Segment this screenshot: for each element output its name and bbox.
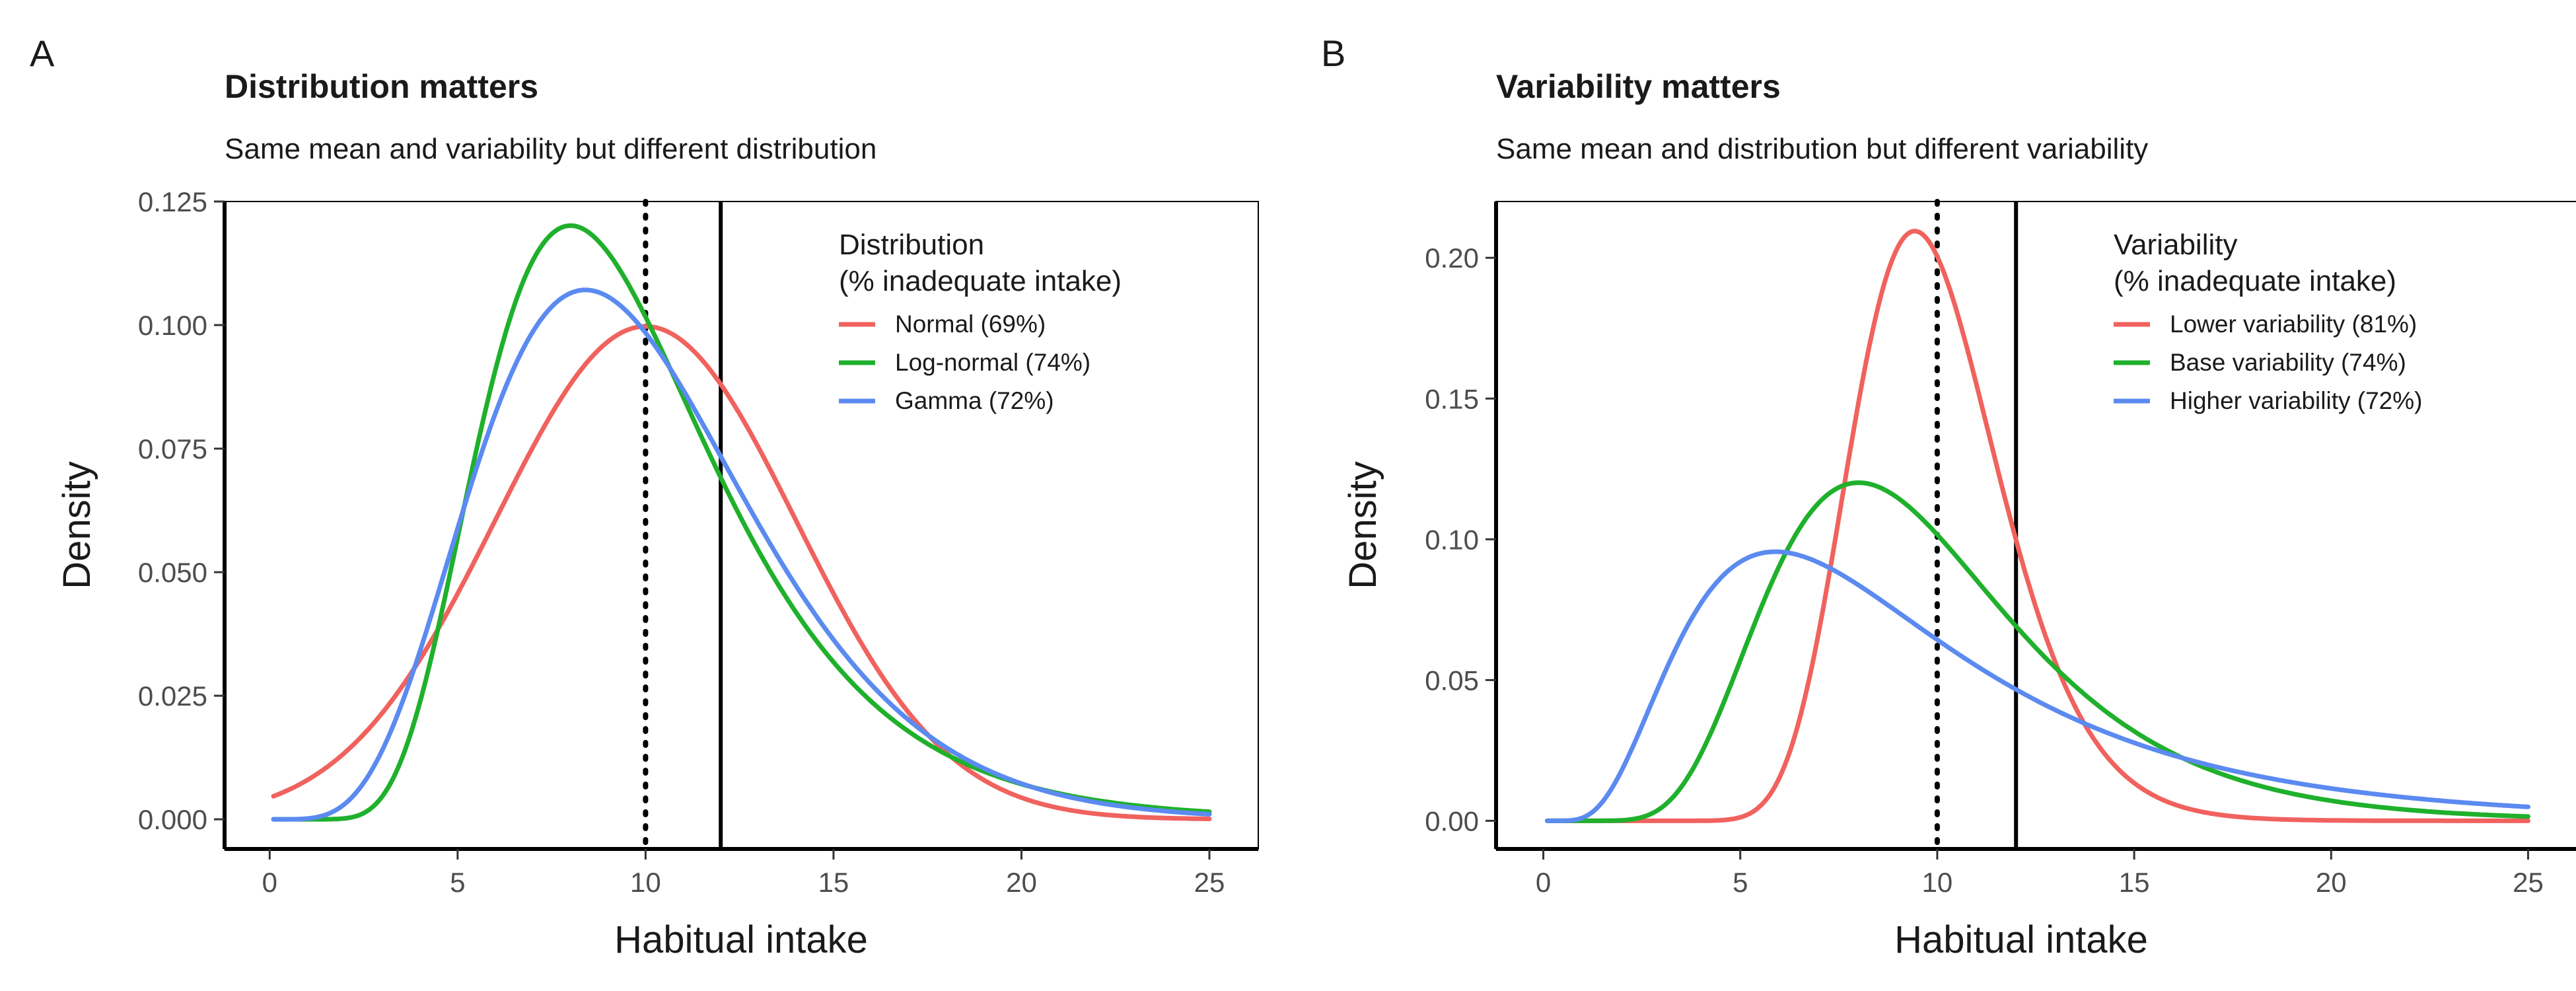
y-tick-label: 0.125 <box>138 186 207 217</box>
y-tick-label: 0.05 <box>1425 665 1479 696</box>
panel-b-ticks: 0 5 10 15 20 25 0.00 0.05 0.10 0.15 0.20 <box>1425 242 2544 898</box>
panel-b-legend-items: Lower variability (81%) Base variability … <box>2114 311 2422 414</box>
panel-a-legend-title-line2: (% inadequate intake) <box>839 265 1122 297</box>
panel-b-tag: B <box>1321 32 1345 74</box>
panel-b: B Variability matters Same mean and dist… <box>1321 32 2576 961</box>
panel-a-x-axis-title: Habitual intake <box>614 918 868 961</box>
legend-label: Gamma (72%) <box>895 387 1054 414</box>
y-tick-label: 0.000 <box>138 804 207 835</box>
panel-a-series <box>271 223 1212 822</box>
panel-b-y-axis-title: Density <box>1342 461 1384 589</box>
panel-b-legend-title-line2: (% inadequate intake) <box>2114 265 2396 297</box>
y-tick-label: 0.00 <box>1425 805 1479 836</box>
panel-a-reference-lines <box>643 199 723 852</box>
x-tick-label: 5 <box>1733 867 1748 898</box>
series-line-1 <box>1545 229 2530 823</box>
x-tick-label: 10 <box>630 867 661 898</box>
x-tick-label: 15 <box>818 867 849 898</box>
panel-a-tag: A <box>30 32 55 74</box>
x-tick-label: 25 <box>1194 867 1225 898</box>
legend-label: Log-normal (74%) <box>895 349 1091 376</box>
legend-label: Base variability (74%) <box>2170 349 2406 376</box>
y-tick-label: 0.15 <box>1425 383 1479 414</box>
panel-b-legend-title-line1: Variability <box>2114 229 2237 261</box>
panel-a: A Distribution matters Same mean and var… <box>30 32 1259 961</box>
y-tick-label: 0.075 <box>138 433 207 464</box>
series-line-2 <box>1545 480 2530 823</box>
series-line-3 <box>1545 549 2530 823</box>
legend-label: Higher variability (72%) <box>2170 387 2422 414</box>
panel-a-title: Distribution matters <box>225 68 538 105</box>
y-tick-label: 0.10 <box>1425 524 1479 555</box>
panel-a-y-axis-title: Density <box>55 461 98 589</box>
x-tick-label: 0 <box>1536 867 1551 898</box>
panel-a-legend-items: Normal (69%) Log-normal (74%) Gamma (72%) <box>839 311 1091 414</box>
panel-b-reference-lines <box>1934 199 2019 852</box>
y-tick-label: 0.025 <box>138 680 207 712</box>
legend-label: Lower variability (81%) <box>2170 311 2417 338</box>
panel-b-subtitle: Same mean and distribution but different… <box>1496 133 2148 165</box>
x-tick-label: 20 <box>1006 867 1037 898</box>
legend-label: Normal (69%) <box>895 311 1046 338</box>
panel-b-x-axis-title: Habitual intake <box>1894 918 2148 961</box>
y-tick-label: 0.050 <box>138 557 207 588</box>
panel-b-title: Variability matters <box>1496 68 1781 105</box>
y-tick-label: 0.100 <box>138 310 207 341</box>
x-tick-label: 25 <box>2513 867 2544 898</box>
x-tick-label: 10 <box>1922 867 1953 898</box>
x-tick-label: 0 <box>262 867 277 898</box>
panel-a-ticks: 0 5 10 15 20 25 0.000 0.025 0.050 0.075 0.100 0.125 <box>138 186 1225 898</box>
y-tick-label: 0.20 <box>1425 242 1479 274</box>
x-tick-label: 5 <box>450 867 465 898</box>
panel-a-legend: Distribution (% inadequate intake) Norma… <box>839 229 1122 414</box>
panel-a-subtitle: Same mean and variability but different … <box>225 133 877 165</box>
series-line-1 <box>271 324 1212 821</box>
series-line-3 <box>271 287 1212 822</box>
x-tick-label: 15 <box>2119 867 2150 898</box>
panel-b-legend: Variability (% inadequate intake) Lower … <box>2114 229 2422 414</box>
panel-b-series <box>1545 229 2530 823</box>
panel-a-legend-title-line1: Distribution <box>839 229 984 261</box>
x-tick-label: 20 <box>2316 867 2347 898</box>
